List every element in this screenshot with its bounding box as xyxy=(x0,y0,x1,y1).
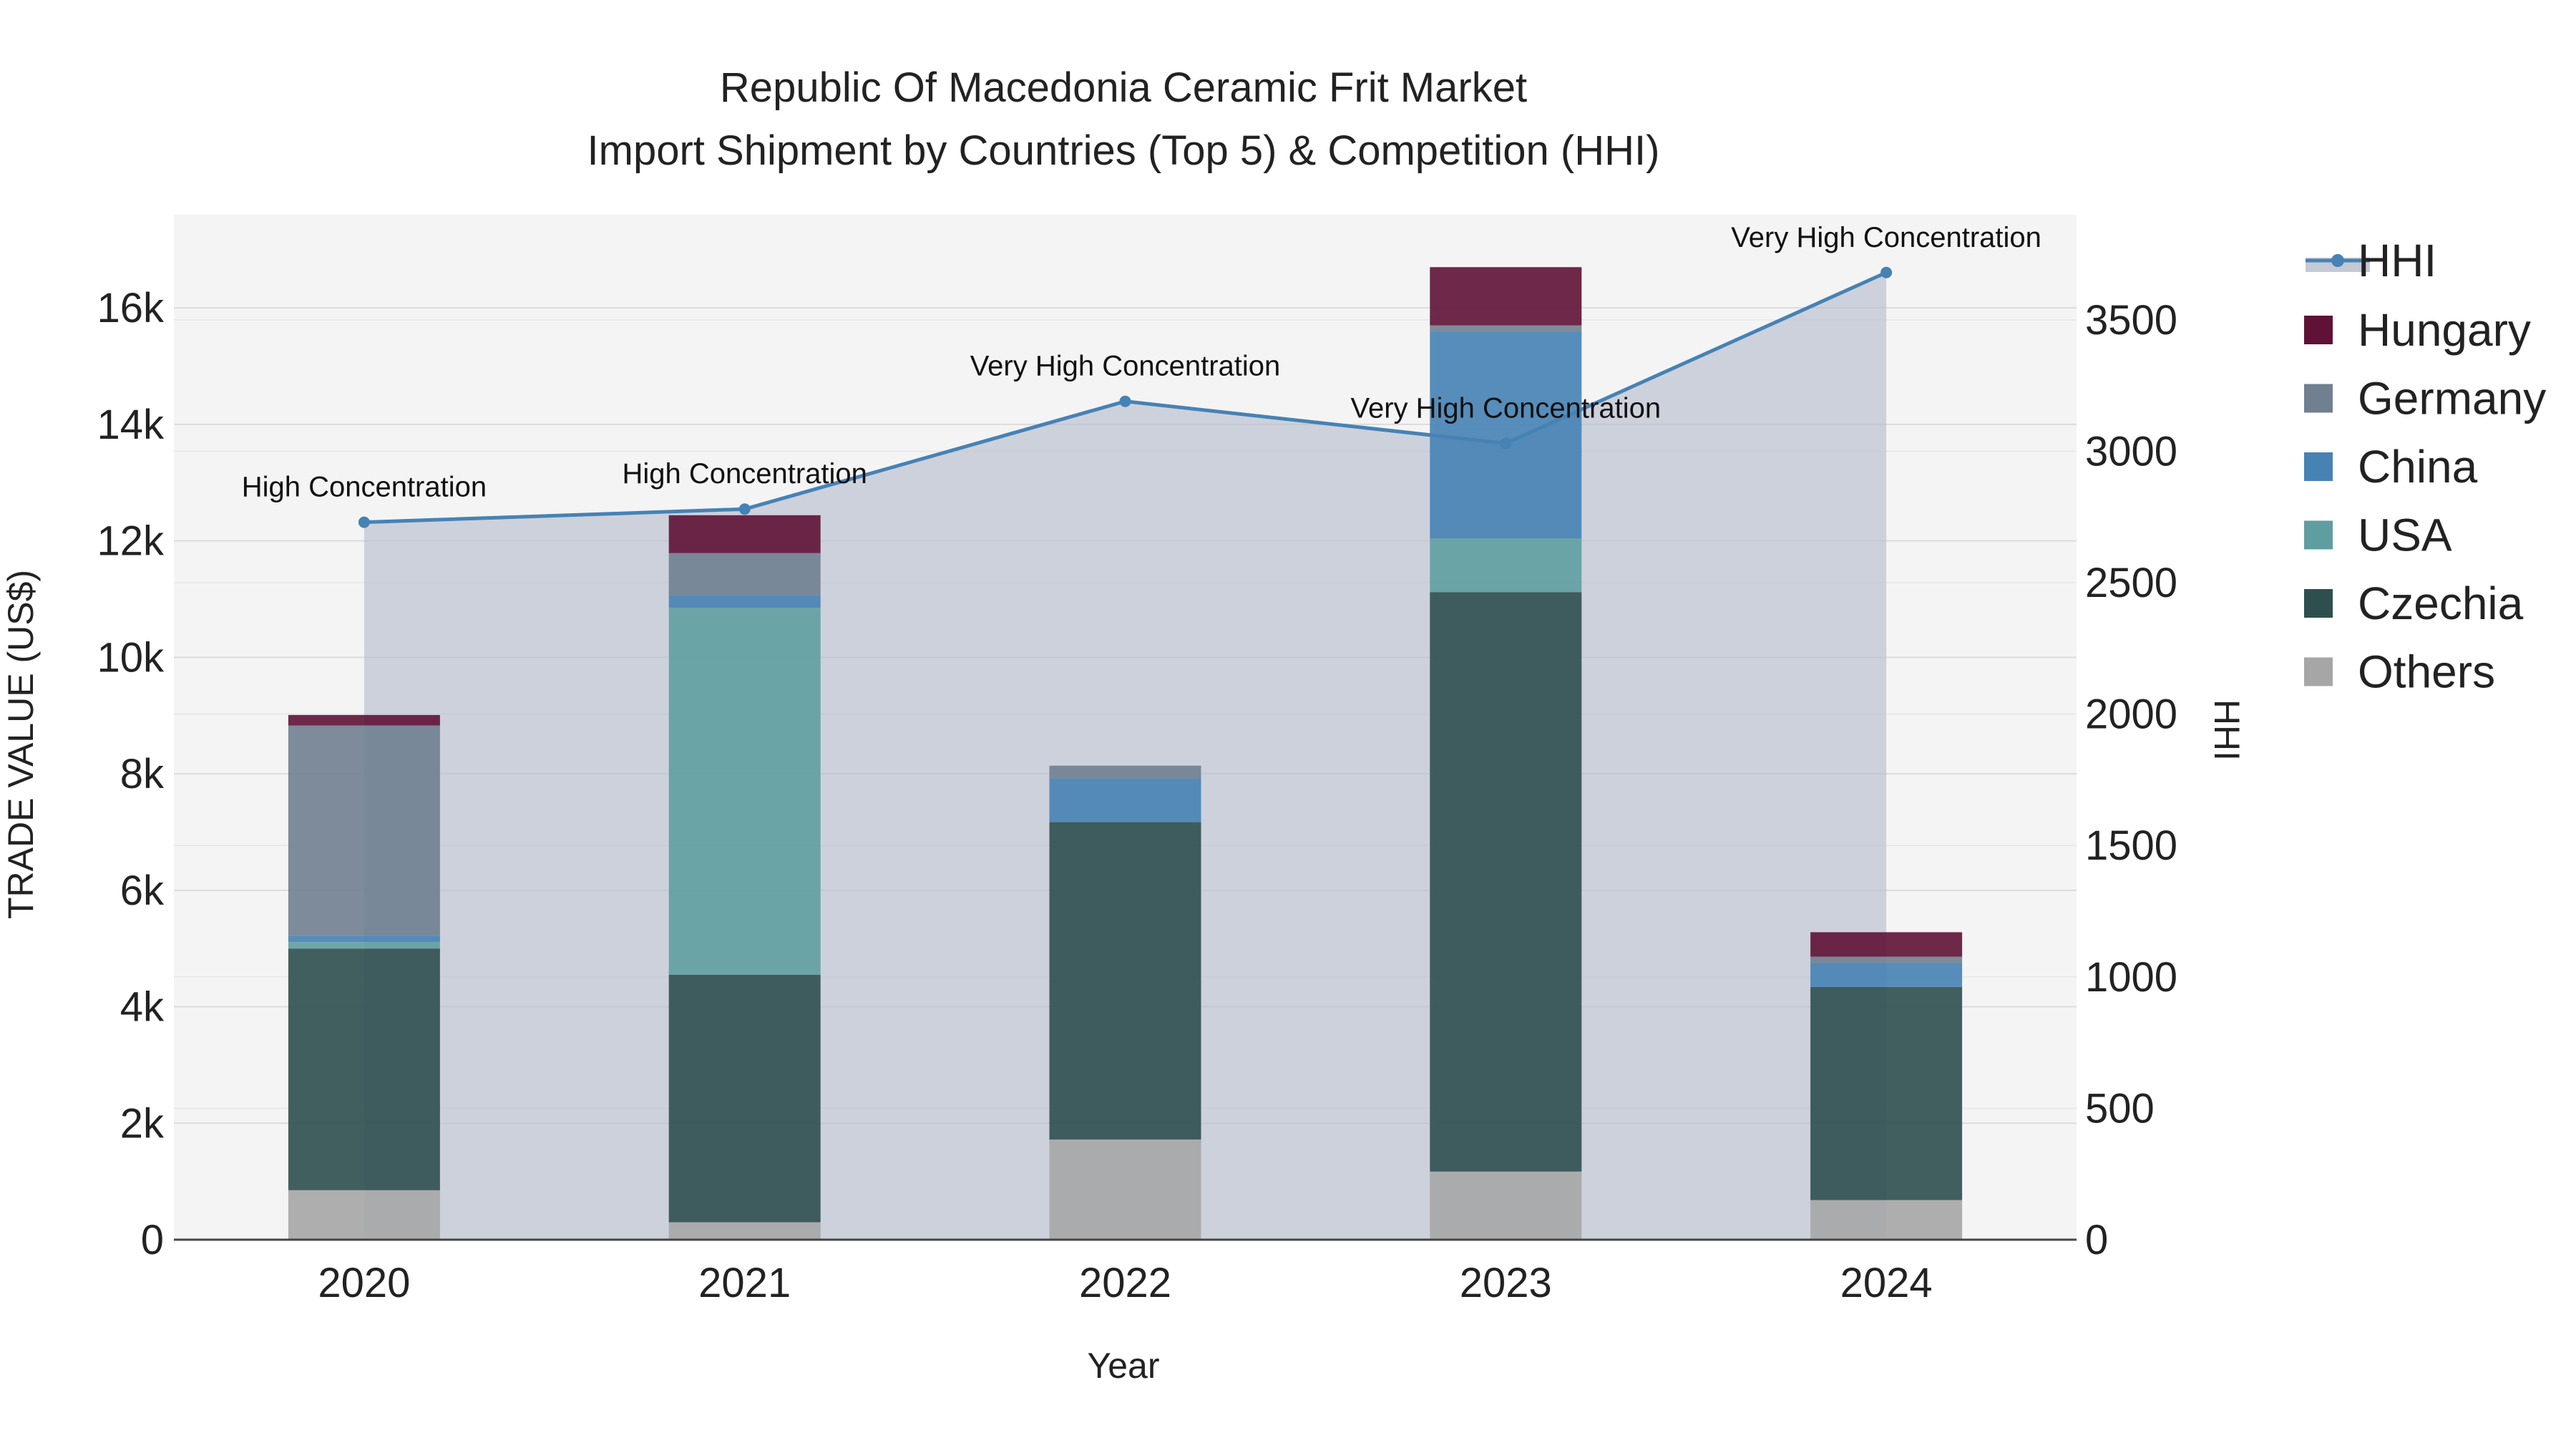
y2-tick-label: 3000 xyxy=(2085,428,2177,475)
x-tick-label: 2020 xyxy=(318,1260,410,1306)
legend-swatch-germany xyxy=(2304,384,2333,413)
bar-others-2020[interactable] xyxy=(288,1190,440,1240)
legend-swatch-hhi-marker xyxy=(2331,254,2344,267)
bar-china-2023[interactable] xyxy=(1430,331,1582,539)
bar-others-2022[interactable] xyxy=(1049,1139,1201,1240)
axes-layer: 0 2k 4k 6k 8k 10k 12k 14k 16k 0 500 1000 1500 2000 250… xyxy=(97,285,2177,1306)
y2-tick-label: 1500 xyxy=(2085,822,2177,869)
x-tick-label: 2021 xyxy=(698,1260,791,1306)
y-axis-title: TRADE VALUE (US$) xyxy=(1,570,41,919)
y-tick-label: 14k xyxy=(97,402,165,448)
y-tick-label: 10k xyxy=(97,634,165,681)
bar-china-2020[interactable] xyxy=(288,936,440,943)
y2-tick-label: 2500 xyxy=(2085,560,2177,606)
y-tick-label: 4k xyxy=(120,984,165,1031)
legend-swatch-czechia xyxy=(2304,589,2333,618)
y2-axis-title: HHI xyxy=(2207,699,2247,761)
y-tick-label: 2k xyxy=(120,1100,165,1147)
bar-germany-2024[interactable] xyxy=(1810,956,1963,963)
hhi-annotation: Very High Concentration xyxy=(1731,222,2041,253)
legend-label-czechia[interactable]: Czechia xyxy=(2358,578,2524,629)
legend-label-germany[interactable]: Germany xyxy=(2358,373,2546,424)
y2-tick-label: 0 xyxy=(2085,1217,2108,1263)
y-tick-label: 6k xyxy=(120,868,165,914)
y-tick-label: 0 xyxy=(141,1217,164,1263)
y-tick-label: 12k xyxy=(97,518,165,565)
hhi-point-2022[interactable] xyxy=(1119,395,1131,407)
legend-label-usa[interactable]: USA xyxy=(2358,510,2452,561)
legend-swatch-others xyxy=(2304,657,2333,686)
y2-tick-label: 3500 xyxy=(2085,297,2177,344)
legend-swatch-hungary xyxy=(2304,316,2333,344)
bar-germany-2022[interactable] xyxy=(1049,765,1201,779)
bar-china-2022[interactable] xyxy=(1049,778,1201,822)
x-axis-title: Year xyxy=(1087,1346,1159,1386)
bar-others-2021[interactable] xyxy=(668,1222,821,1240)
y2-tick-label: 1000 xyxy=(2085,954,2177,1001)
legend-label-china[interactable]: China xyxy=(2358,441,2478,492)
hhi-annotation: Very High Concentration xyxy=(1351,392,1662,424)
bar-usa-2021[interactable] xyxy=(668,608,821,975)
legend-label-others[interactable]: Others xyxy=(2358,646,2495,698)
hhi-point-2023[interactable] xyxy=(1500,437,1512,449)
bar-czechia-2024[interactable] xyxy=(1810,986,1963,1200)
bar-czechia-2023[interactable] xyxy=(1430,592,1582,1172)
x-tick-label: 2023 xyxy=(1460,1260,1552,1306)
bar-germany-2023[interactable] xyxy=(1430,325,1582,332)
x-tick-label: 2024 xyxy=(1840,1260,1933,1306)
bar-others-2024[interactable] xyxy=(1810,1200,1963,1240)
bar-usa-2023[interactable] xyxy=(1430,538,1582,593)
hhi-annotation: Very High Concentration xyxy=(970,351,1281,382)
chart-title: Republic Of Macedonia Ceramic Frit Marke… xyxy=(720,64,1527,111)
chart-subtitle: Import Shipment by Countries (Top 5) & C… xyxy=(587,127,1660,174)
hhi-annotation: High Concentration xyxy=(242,472,487,503)
y-tick-label: 16k xyxy=(97,285,165,331)
legend-swatch-china xyxy=(2304,452,2333,481)
bar-hungary-2021[interactable] xyxy=(668,515,821,553)
bar-germany-2021[interactable] xyxy=(668,553,821,596)
legend: HHI Hungary Germany China USA Czechia Others xyxy=(2304,235,2546,698)
bar-china-2021[interactable] xyxy=(668,595,821,608)
bar-czechia-2020[interactable] xyxy=(288,948,440,1190)
bar-czechia-2022[interactable] xyxy=(1049,822,1201,1140)
bars-layer xyxy=(288,267,1963,1240)
bar-china-2024[interactable] xyxy=(1810,963,1963,987)
hhi-point-2024[interactable] xyxy=(1880,266,1893,278)
bar-czechia-2021[interactable] xyxy=(668,974,821,1223)
bar-usa-2020[interactable] xyxy=(288,942,440,949)
bar-hungary-2024[interactable] xyxy=(1810,932,1963,957)
legend-label-hungary[interactable]: Hungary xyxy=(2358,304,2531,356)
legend-swatch-usa xyxy=(2304,520,2333,550)
hhi-point-2020[interactable] xyxy=(358,516,370,528)
x-tick-label: 2022 xyxy=(1079,1260,1171,1306)
y2-tick-label: 500 xyxy=(2085,1085,2155,1132)
y-tick-label: 8k xyxy=(120,751,165,797)
hhi-annotation: High Concentration xyxy=(622,458,867,490)
bar-others-2023[interactable] xyxy=(1430,1171,1582,1240)
bar-hungary-2023[interactable] xyxy=(1430,267,1582,326)
hhi-point-2021[interactable] xyxy=(738,503,751,515)
bar-germany-2020[interactable] xyxy=(288,725,440,936)
hhi-line-layer: High Concentration High Concentration Very… xyxy=(242,222,2041,528)
y2-tick-label: 2000 xyxy=(2085,691,2177,738)
bar-hungary-2020[interactable] xyxy=(288,714,440,726)
legend-label-hhi[interactable]: HHI xyxy=(2358,235,2436,286)
